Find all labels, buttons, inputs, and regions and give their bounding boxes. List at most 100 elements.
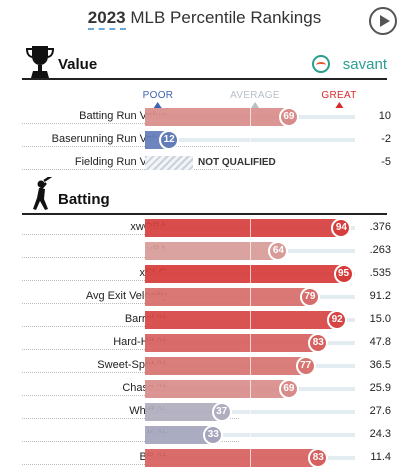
percentile-circle[interactable]: 94: [331, 218, 352, 238]
chart-row[interactable]: xBA64.263: [0, 240, 409, 262]
row-value: 24.3: [369, 428, 391, 440]
scale-average-marker-icon: [251, 102, 259, 108]
chart-row[interactable]: Fielding Run Value NOT QUALIFIED -5: [0, 152, 409, 174]
average-guide-line: [250, 426, 251, 444]
savant-brand[interactable]: savant: [342, 56, 387, 73]
percentile-circle[interactable]: 92: [327, 310, 348, 330]
scale-great: GREAT: [321, 90, 356, 108]
average-guide-line: [250, 265, 251, 283]
trophy-icon: [25, 46, 55, 78]
average-guide-line: [250, 131, 251, 149]
row-value: 25.9: [369, 382, 391, 394]
row-leader-line: [22, 441, 239, 442]
percentile-circle[interactable]: 69: [278, 379, 299, 399]
percentile-circle[interactable]: 83: [308, 448, 329, 468]
chart-row[interactable]: Avg Exit Velocity 79 91.2: [0, 286, 409, 308]
average-guide-line: [250, 108, 251, 126]
average-guide-line: [250, 288, 251, 306]
row-leader-line: [22, 123, 239, 124]
play-icon[interactable]: [369, 7, 397, 35]
value-section-header: Value savant: [0, 42, 409, 84]
percentile-bar: [145, 311, 339, 329]
average-guide-line: [250, 242, 251, 260]
percentile-circle[interactable]: 37: [211, 402, 232, 422]
row-leader-line: [22, 169, 239, 170]
chart-row[interactable]: xwOBA94.376: [0, 217, 409, 239]
percentile-bar: [145, 426, 215, 444]
row-value: .263: [369, 244, 391, 256]
row-leader-line: [22, 372, 239, 373]
row-leader-line: [22, 464, 239, 465]
percentile-bar: [145, 219, 343, 237]
chart-row[interactable]: xSLG95.535: [0, 263, 409, 285]
row-value: 27.6: [369, 405, 391, 417]
page-header: 2023 MLB Percentile Rankings: [0, 0, 409, 42]
row-leader-line: [22, 234, 239, 235]
title-text: MLB Percentile Rankings: [130, 8, 322, 27]
percentile-bar: [145, 265, 345, 283]
percentile-circle[interactable]: 95: [333, 264, 354, 284]
row-leader-line: [22, 326, 239, 327]
chart-row[interactable]: Baserunning Run Value 12 -2: [0, 129, 409, 151]
batting-section-header: Batting: [0, 177, 409, 219]
average-guide-line: [250, 380, 251, 398]
percentile-circle[interactable]: 77: [295, 356, 316, 376]
percentile-bar: [145, 449, 320, 467]
scale-average-label: AVERAGE: [230, 90, 280, 101]
chart-row[interactable]: Hard-Hit % 83 47.8: [0, 332, 409, 354]
row-leader-line: [22, 146, 239, 147]
row-value: .376: [369, 221, 391, 233]
percentile-bar: [145, 403, 223, 421]
percentile-bar: [145, 334, 320, 352]
scale-average: AVERAGE: [230, 90, 280, 108]
average-guide-line: [250, 219, 251, 237]
section-rule: [22, 78, 387, 80]
row-value: 91.2: [369, 290, 391, 302]
percentile-bar: [145, 108, 290, 126]
row-leader-line: [22, 257, 239, 258]
row-leader-line: [22, 280, 239, 281]
average-guide-line: [250, 311, 251, 329]
year-link[interactable]: 2023: [87, 8, 126, 30]
row-leader-line: [22, 349, 239, 350]
row-label: Fielding Run Value: [74, 156, 167, 168]
percentile-circle[interactable]: 64: [268, 241, 289, 261]
percentile-circle[interactable]: 12: [159, 130, 180, 150]
percentile-bar: [145, 242, 280, 260]
not-qualified-bar: [145, 156, 193, 170]
scale-great-label: GREAT: [321, 90, 357, 101]
percentile-circle[interactable]: 79: [299, 287, 320, 307]
row-value: 15.0: [369, 313, 391, 325]
row-label: Baserunning Run Value: [51, 133, 167, 145]
row-value: 10: [378, 110, 391, 122]
value-section-title: Value: [58, 56, 98, 73]
row-value: 11.4: [370, 451, 391, 463]
not-qualified-label: NOT QUALIFIED: [198, 157, 276, 168]
batter-icon: [33, 177, 53, 210]
section-rule: [22, 213, 387, 215]
row-leader-line: [22, 418, 239, 419]
scale-poor: POOR: [143, 90, 174, 108]
percentile-bar: [145, 357, 307, 375]
percentile-circle[interactable]: 83: [308, 333, 329, 353]
row-value: -5: [381, 156, 391, 168]
row-leader-line: [22, 395, 239, 396]
average-guide-line: [250, 357, 251, 375]
chart-row[interactable]: Batting Run Value 69 10: [0, 106, 409, 128]
row-leader-line: [22, 303, 239, 304]
row-value: -2: [381, 133, 391, 145]
scale-great-marker-icon: [335, 102, 343, 108]
chart-row[interactable]: Sweet-Spot % 77 36.5: [0, 355, 409, 377]
page-title: 2023 MLB Percentile Rankings: [0, 8, 409, 30]
row-value: 47.8: [369, 336, 391, 348]
percentile-circle[interactable]: 33: [203, 425, 224, 445]
row-value: .535: [369, 267, 391, 279]
percentile-circle[interactable]: 69: [278, 107, 299, 127]
row-value: 36.5: [369, 359, 391, 371]
